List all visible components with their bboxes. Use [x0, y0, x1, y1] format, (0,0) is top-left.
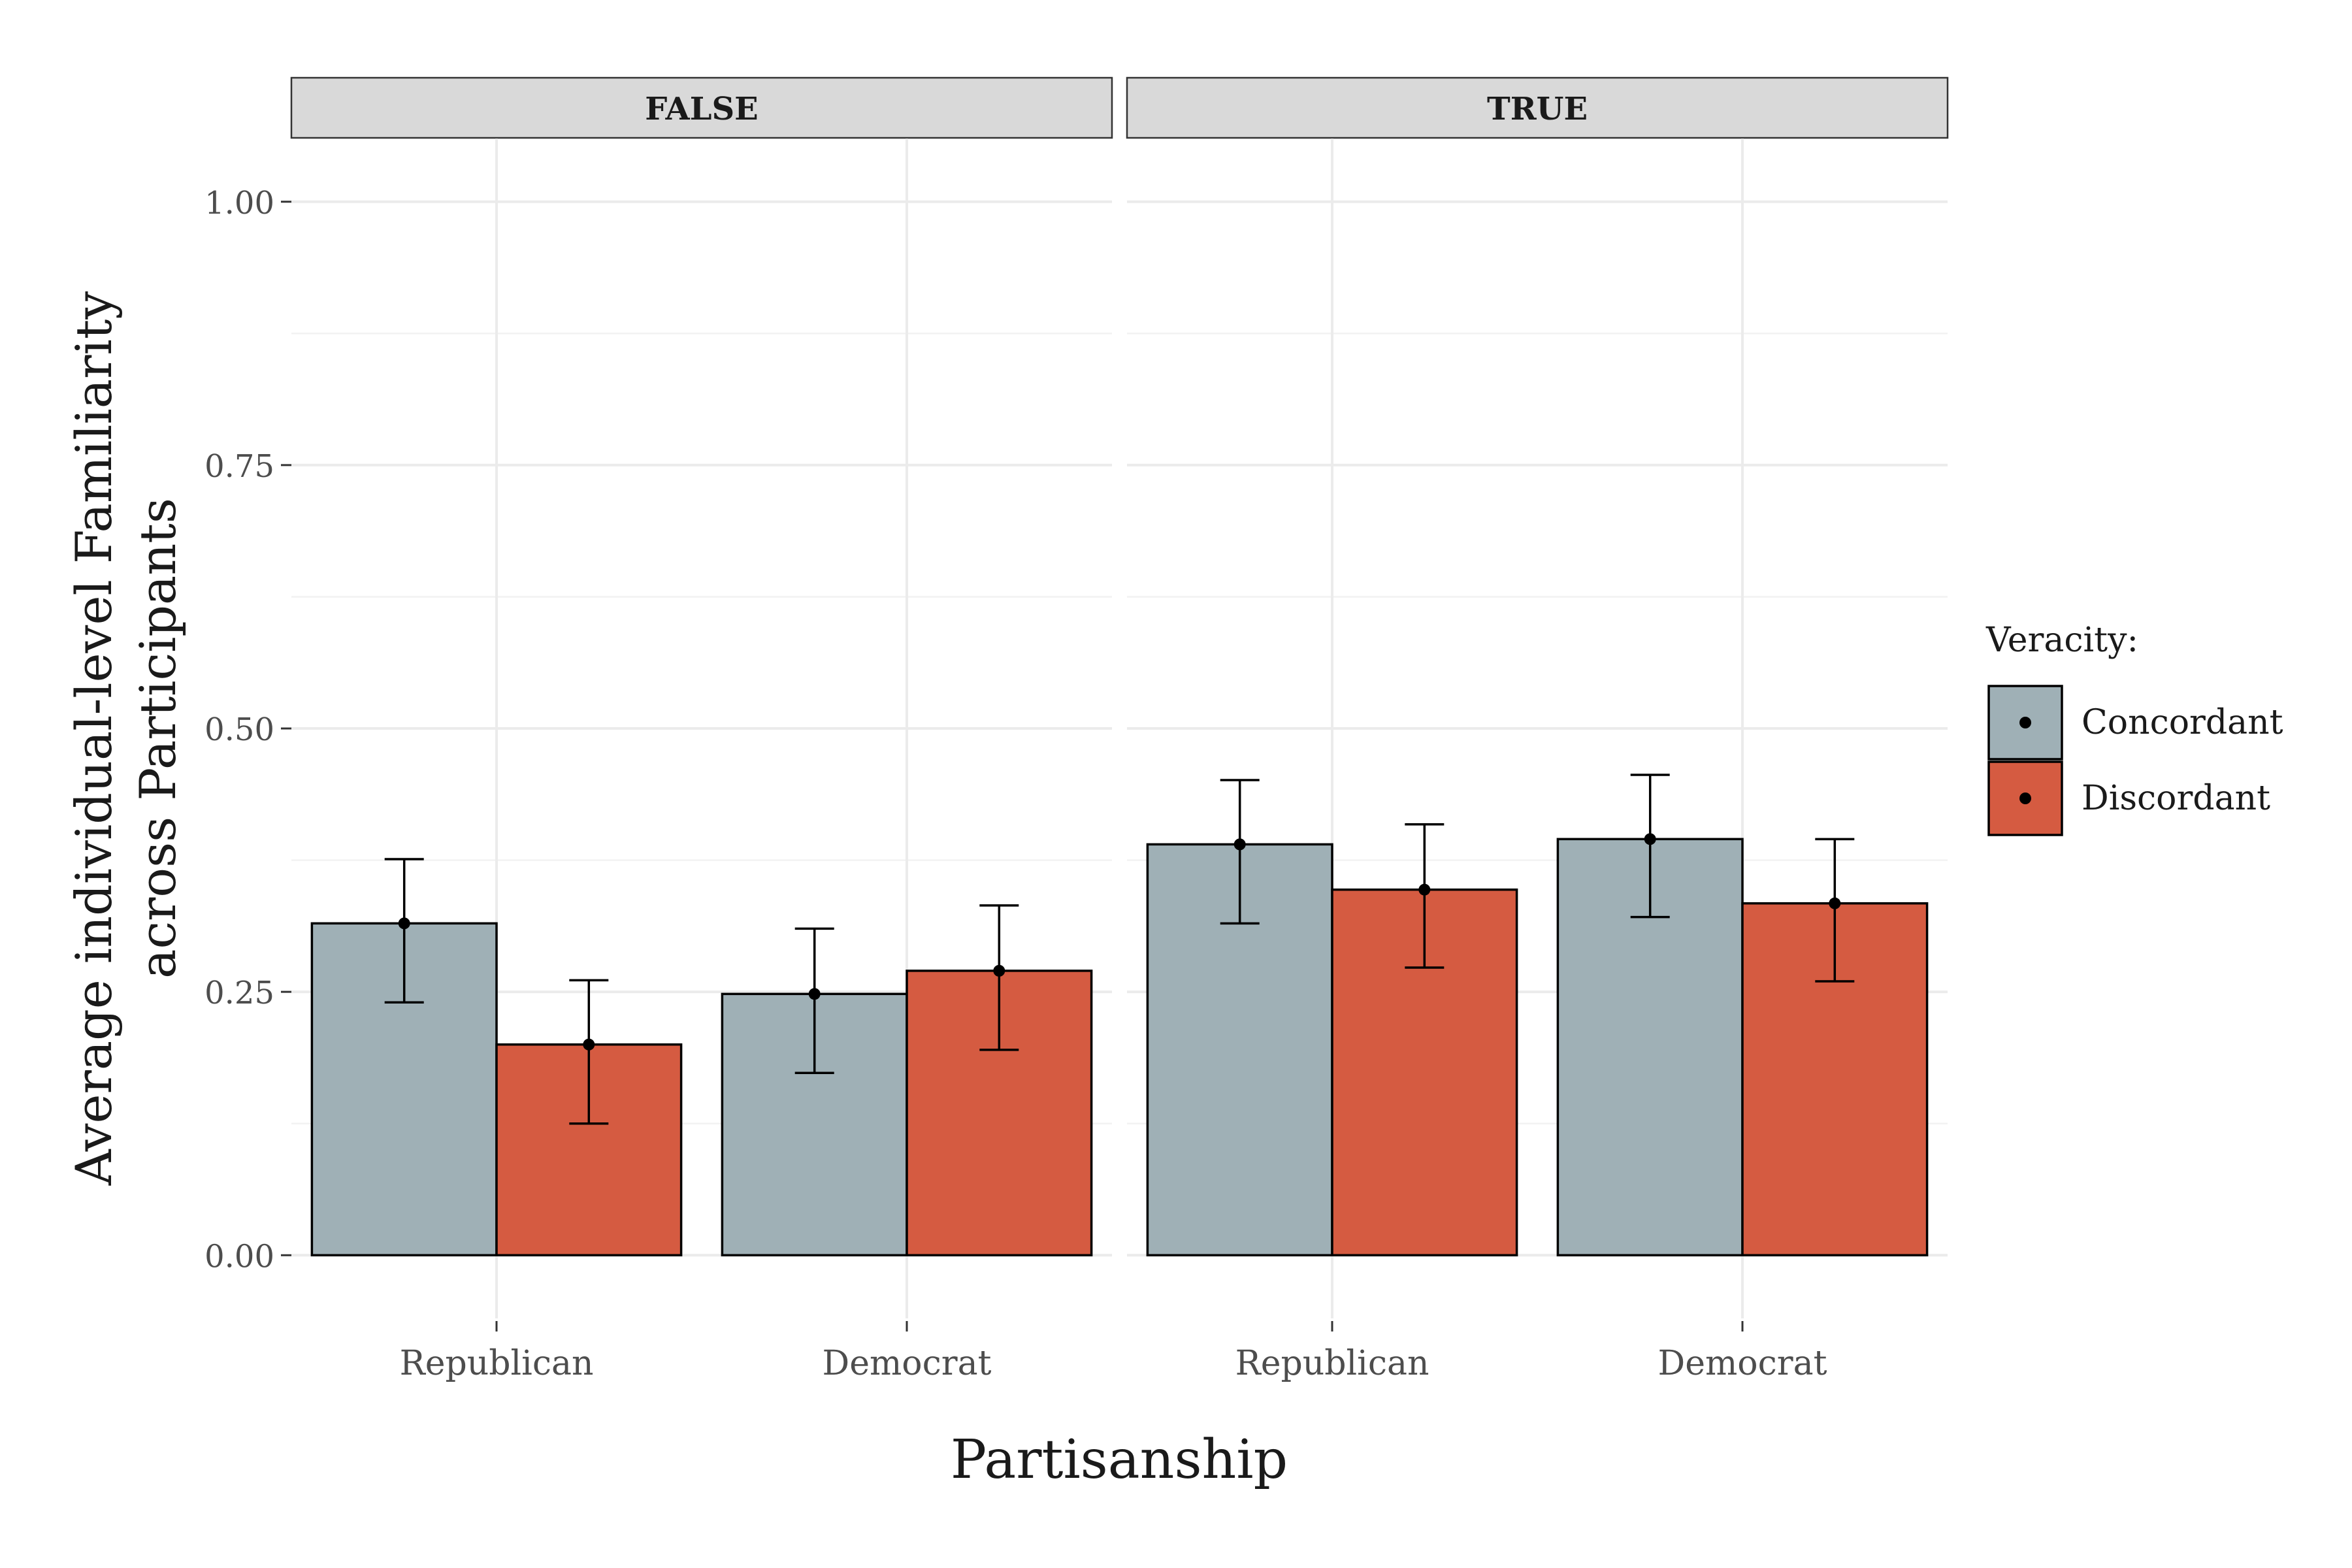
- error-bar: [979, 904, 1019, 1051]
- error-bar: [569, 979, 609, 1125]
- y-axis: 0.00 0.25 0.50 0.75 1.00: [204, 185, 291, 1275]
- panel-strip: [290, 76, 1113, 139]
- mean-point: [583, 1038, 595, 1051]
- x-tick-label: Democrat: [1658, 1344, 1827, 1383]
- x-axis-title: Partisanship: [951, 1429, 1288, 1491]
- mean-point: [398, 917, 410, 930]
- legend-label-discordant: Discordant: [2082, 779, 2270, 818]
- x-tick-label: Democrat: [823, 1344, 992, 1383]
- legend-label-concordant: Concordant: [2082, 703, 2283, 742]
- error-bar: [794, 927, 834, 1075]
- legend-point-discordant: [2019, 792, 2031, 804]
- legend-title: Veracity:: [1985, 621, 2138, 660]
- legend-item-concordant: Concordant: [1987, 685, 2283, 760]
- y-axis-title-line-2: across Participants: [129, 498, 187, 979]
- error-bar: [1630, 774, 1670, 919]
- x-tick-label: Republican: [400, 1344, 594, 1383]
- y-axis-title: Average individual-level Familiarity acr…: [65, 291, 187, 1186]
- mean-point: [1418, 883, 1431, 896]
- y-tick-label: 1.00: [204, 185, 274, 221]
- y-tick-label: 0.50: [204, 711, 274, 748]
- legend-item-discordant: Discordant: [1987, 760, 2270, 836]
- y-tick-label: 0.25: [204, 975, 274, 1011]
- y-tick-label: 0.75: [204, 448, 274, 485]
- y-axis-title-line-1: Average individual-level Familiarity: [65, 291, 123, 1186]
- mean-point: [993, 964, 1005, 977]
- mean-point: [1233, 838, 1246, 851]
- panels: FALSE Republican Democrat TRUE Republican Dem…: [290, 76, 1949, 1383]
- y-tick-label: 0.00: [204, 1238, 274, 1275]
- x-tick-label: Republican: [1235, 1344, 1429, 1383]
- mean-point: [1644, 833, 1656, 845]
- legend: Veracity: Concordant Discordant: [1985, 621, 2283, 836]
- panel-true: TRUE Republican Democrat: [1126, 76, 1949, 1383]
- mean-point: [1829, 897, 1841, 909]
- panel-strip-label: TRUE: [1487, 91, 1588, 127]
- panel-false: FALSE Republican Democrat: [290, 76, 1113, 1383]
- error-bar: [1220, 779, 1260, 925]
- panel-strip: [1126, 76, 1949, 139]
- error-bar: [384, 858, 424, 1004]
- error-bar: [1815, 838, 1855, 983]
- error-bar: [1405, 823, 1445, 969]
- mean-point: [808, 988, 821, 1000]
- legend-point-concordant: [2019, 717, 2031, 728]
- panel-strip-label: FALSE: [645, 91, 759, 127]
